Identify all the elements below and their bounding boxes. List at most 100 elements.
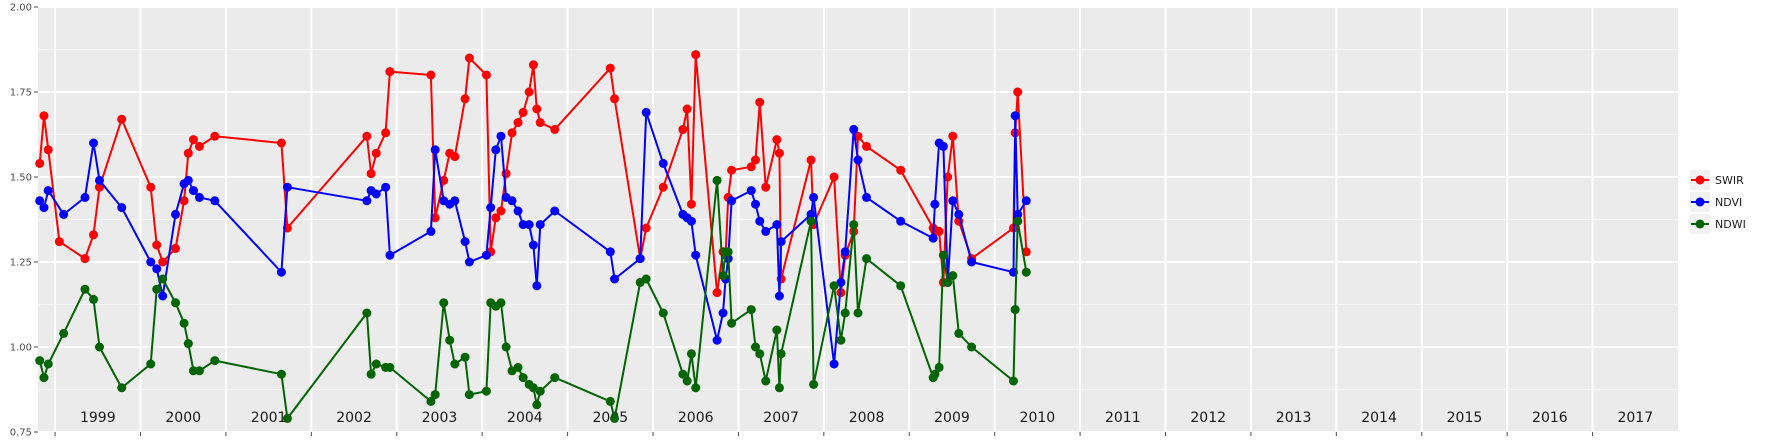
ndvi-point [1010,111,1020,121]
y-tick-label: 0.75 [10,428,32,439]
ndwi-point [1013,216,1023,226]
swir-point [829,172,839,182]
ndwi-point [761,376,771,386]
ndvi-point [158,291,168,301]
y-tick-label: 2.00 [10,3,32,14]
swir-point [896,165,906,175]
year-label: 2012 [1190,410,1226,426]
swir-point [658,182,668,192]
ndvi-point [809,192,819,202]
ndwi-point [371,359,381,369]
ndvi-point [35,196,45,206]
swir-point [528,60,538,70]
ndwi-point [366,369,376,379]
ndvi-point [464,257,474,267]
ndwi-point [938,250,948,260]
ndvi-point [840,247,850,257]
ndvi-point [385,250,395,260]
ndvi-point [117,203,127,213]
ndwi-point [171,298,181,308]
legend-label-ndvi: NDVI [1715,196,1742,209]
ndwi-point [943,277,953,287]
year-label: 2011 [1105,410,1141,426]
ndvi-point [1013,209,1023,219]
ndwi-point [678,369,688,379]
ndwi-point [836,335,846,345]
swir-point [513,118,523,128]
ndvi-point [481,250,491,260]
ndwi-point [518,373,528,383]
swir-point [1013,87,1023,97]
swir-point [641,223,651,233]
ndwi-point [641,274,651,284]
ndwi-point [35,356,45,366]
ndvi-point [746,186,756,196]
ndvi-point [948,196,958,206]
ndvi-point [853,155,863,165]
ndwi-point [276,369,286,379]
y-tick-label: 1.50 [10,173,32,184]
swir-point [183,148,193,158]
ndvi-point [183,175,193,185]
ndvi-point [513,206,523,216]
ndwi-point [682,376,692,386]
swir-point [550,124,560,134]
ndwi-point [840,308,850,318]
swir-point [426,70,436,80]
ndwi-point [774,383,784,393]
swir-point [371,148,381,158]
swir-point [152,240,162,250]
ndwi-point [528,383,538,393]
swir-point [464,53,474,63]
ndvi-point [686,216,696,226]
ndvi-point [535,220,545,230]
legend-key-point [1695,197,1705,207]
swir-point [491,213,501,223]
swir-point [210,131,220,141]
ndvi-point [954,209,964,219]
swir-point [727,165,737,175]
ndwi-point [751,342,760,352]
swir-point [89,230,99,240]
year-label: 2015 [1447,410,1483,426]
year-labels: 1999200020012002200320042005200620072008… [80,410,1653,426]
ndwi-point [1008,376,1018,386]
ndvi-point [727,196,737,206]
series-ndwi [35,175,1031,423]
swir-point [117,114,127,124]
swir-point [179,196,189,206]
ndwi-point [686,349,696,359]
swir-point [188,135,198,145]
ndwi-point [179,318,189,328]
ndvi-point [188,186,198,196]
year-label: 2017 [1617,410,1653,426]
ndwi-point [849,220,859,230]
swir-point [535,118,545,128]
ndvi-point [496,131,506,141]
swir-point [948,131,958,141]
ndvi-point [635,254,645,264]
ndvi-point [761,226,771,236]
ndvi-point [930,199,940,209]
swir-point [460,94,470,104]
ndvi-point [507,196,517,206]
ndvi-point [210,196,220,206]
ndvi-point [658,158,668,168]
swir-point [934,226,944,236]
ndvi-point [718,308,728,318]
year-label: 2013 [1276,410,1312,426]
swir-point [761,182,771,192]
legend-label-ndwi: NDWI [1715,218,1746,231]
year-label: 2010 [1020,410,1056,426]
ndvi-point [524,220,534,230]
ndwi-point [610,413,620,423]
ndwi-point [658,308,668,318]
swir-point [35,158,45,168]
ndwi-point [183,339,193,349]
ndwi-point [691,383,701,393]
ndvi-point [605,247,615,257]
swir-point [276,138,286,148]
year-label: 2006 [678,410,714,426]
